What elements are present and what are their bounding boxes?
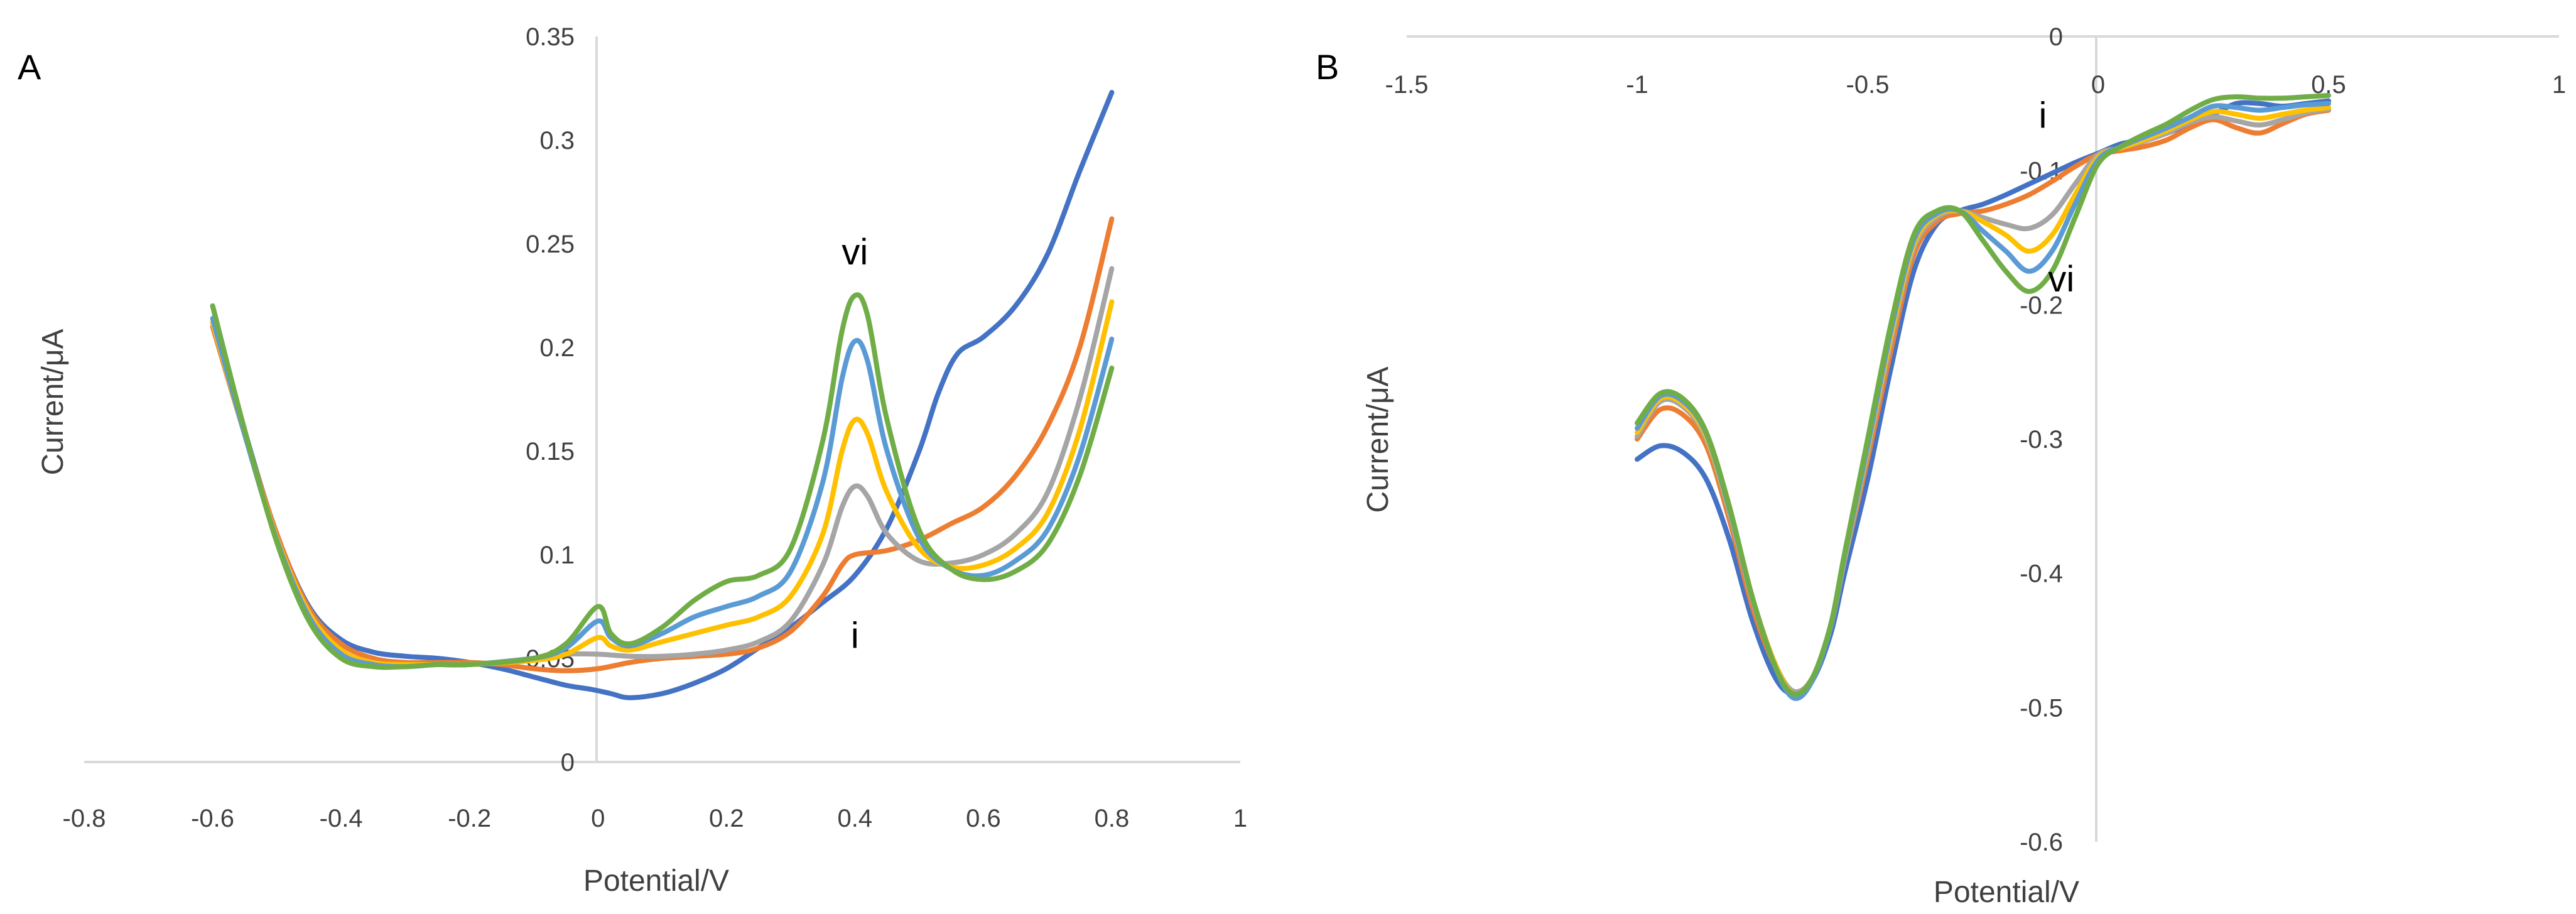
- chart-panel-b: B -1.5 -1 -0.5 0 0.5 1 0-0.1-0.2-0.3-0.4-0.5-…: [1316, 23, 2566, 909]
- x-tick-labels-a: -0.8 -0.6 -0.4 -0.2 0 0.2 0.4 0.6 0.8 1: [63, 805, 1248, 832]
- series-line-ii-a: [210, 216, 1115, 673]
- x-tick-label-b: -1.5: [1385, 71, 1429, 99]
- x-tick-label-a: -0.6: [191, 805, 234, 832]
- chart-panel-a: A -0.8 -0.6 -0.4 -0.2 0 0.2 0.4 0.6 0.8 1 00.050.…: [18, 23, 1247, 898]
- series-lines-b: [1635, 93, 2331, 701]
- y-tick-label-a: 0.2: [539, 334, 575, 362]
- annotation-label-b: i: [2038, 95, 2047, 136]
- x-axis-title-a: Potential/V: [583, 864, 729, 898]
- y-tick-labels-a: 00.050.10.150.20.250.30.35: [526, 23, 575, 776]
- series-lines-a: [210, 90, 1115, 700]
- annotation-label-a: i: [851, 616, 859, 656]
- annotations-b: i vi: [2038, 95, 2074, 300]
- series-line-vi-b: [1635, 93, 2331, 697]
- annotation-label-b: vi: [2048, 259, 2074, 300]
- series-line-v-a: [210, 315, 1115, 670]
- y-tick-label-b: -0.5: [2020, 694, 2063, 722]
- series-line-iv-b: [1635, 105, 2331, 697]
- series-line-iii-a: [210, 266, 1115, 668]
- x-axis-title-b: Potential/V: [1934, 876, 2079, 909]
- y-tick-label-a: 0.1: [539, 541, 575, 569]
- x-tick-label-a: 0.6: [966, 805, 1001, 832]
- series-line-ii-b: [1635, 107, 2331, 695]
- y-tick-label-b: -0.4: [2020, 560, 2063, 588]
- y-tick-label-a: 0.3: [539, 127, 575, 155]
- x-tick-label-b: -1: [1626, 71, 1648, 99]
- annotations-a: vi i: [842, 232, 868, 656]
- annotation-label-a: vi: [842, 232, 868, 273]
- x-tick-label-a: 0.4: [838, 805, 873, 832]
- x-tick-label-a: 0.8: [1095, 805, 1130, 832]
- series-line-v-b: [1635, 101, 2331, 701]
- series-line-iii-b: [1635, 106, 2331, 695]
- x-tick-label-a: -0.8: [63, 805, 106, 832]
- series-line-i-b: [1635, 98, 2331, 697]
- y-tick-label-b: -0.6: [2020, 829, 2063, 856]
- y-tick-label-b: 0: [2049, 23, 2063, 51]
- x-tick-label-b: 0: [2091, 71, 2105, 99]
- x-tick-label-a: 0: [591, 805, 605, 832]
- x-tick-label-a: -0.4: [320, 805, 363, 832]
- y-axis-title-b: Current/μA: [1361, 366, 1395, 513]
- x-tick-label-a: 0.2: [709, 805, 744, 832]
- series-line-i-a: [210, 90, 1115, 700]
- panel-label-a: A: [18, 47, 41, 87]
- y-axis-title-a: Current/μA: [36, 329, 70, 475]
- panel-label-b: B: [1316, 47, 1339, 87]
- x-tick-label-a: -0.2: [448, 805, 491, 832]
- series-line-vi-a: [210, 292, 1115, 670]
- x-tick-labels-b: -1.5 -1 -0.5 0 0.5 1: [1385, 71, 2567, 99]
- y-tick-label-a: 0.35: [526, 23, 575, 51]
- y-tick-label-a: 0: [561, 749, 575, 776]
- x-tick-label-a: 1: [1233, 805, 1247, 832]
- y-tick-label-b: -0.2: [2020, 291, 2063, 319]
- x-tick-label-b: 1: [2552, 71, 2566, 99]
- series-line-iv-a: [210, 299, 1115, 668]
- y-tick-labels-b: 0-0.1-0.2-0.3-0.4-0.5-0.6: [2020, 23, 2063, 856]
- y-tick-label-b: -0.3: [2020, 426, 2063, 454]
- y-tick-label-a: 0.15: [526, 438, 575, 465]
- y-tick-label-a: 0.25: [526, 231, 575, 258]
- x-tick-label-b: -0.5: [1846, 71, 1890, 99]
